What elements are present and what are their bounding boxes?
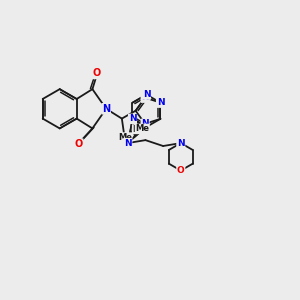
Text: N: N <box>177 139 184 148</box>
Text: N: N <box>124 139 132 148</box>
Text: O: O <box>177 166 185 175</box>
Text: O: O <box>92 68 100 78</box>
Text: Me: Me <box>118 133 132 142</box>
Text: N: N <box>141 119 149 128</box>
Text: N: N <box>157 98 164 107</box>
Text: N: N <box>142 90 150 99</box>
Text: O: O <box>74 139 83 149</box>
Text: N: N <box>141 93 149 102</box>
Text: N: N <box>129 114 136 123</box>
Text: Me: Me <box>135 124 149 133</box>
Text: N: N <box>102 104 110 114</box>
Text: Me: Me <box>132 125 146 134</box>
